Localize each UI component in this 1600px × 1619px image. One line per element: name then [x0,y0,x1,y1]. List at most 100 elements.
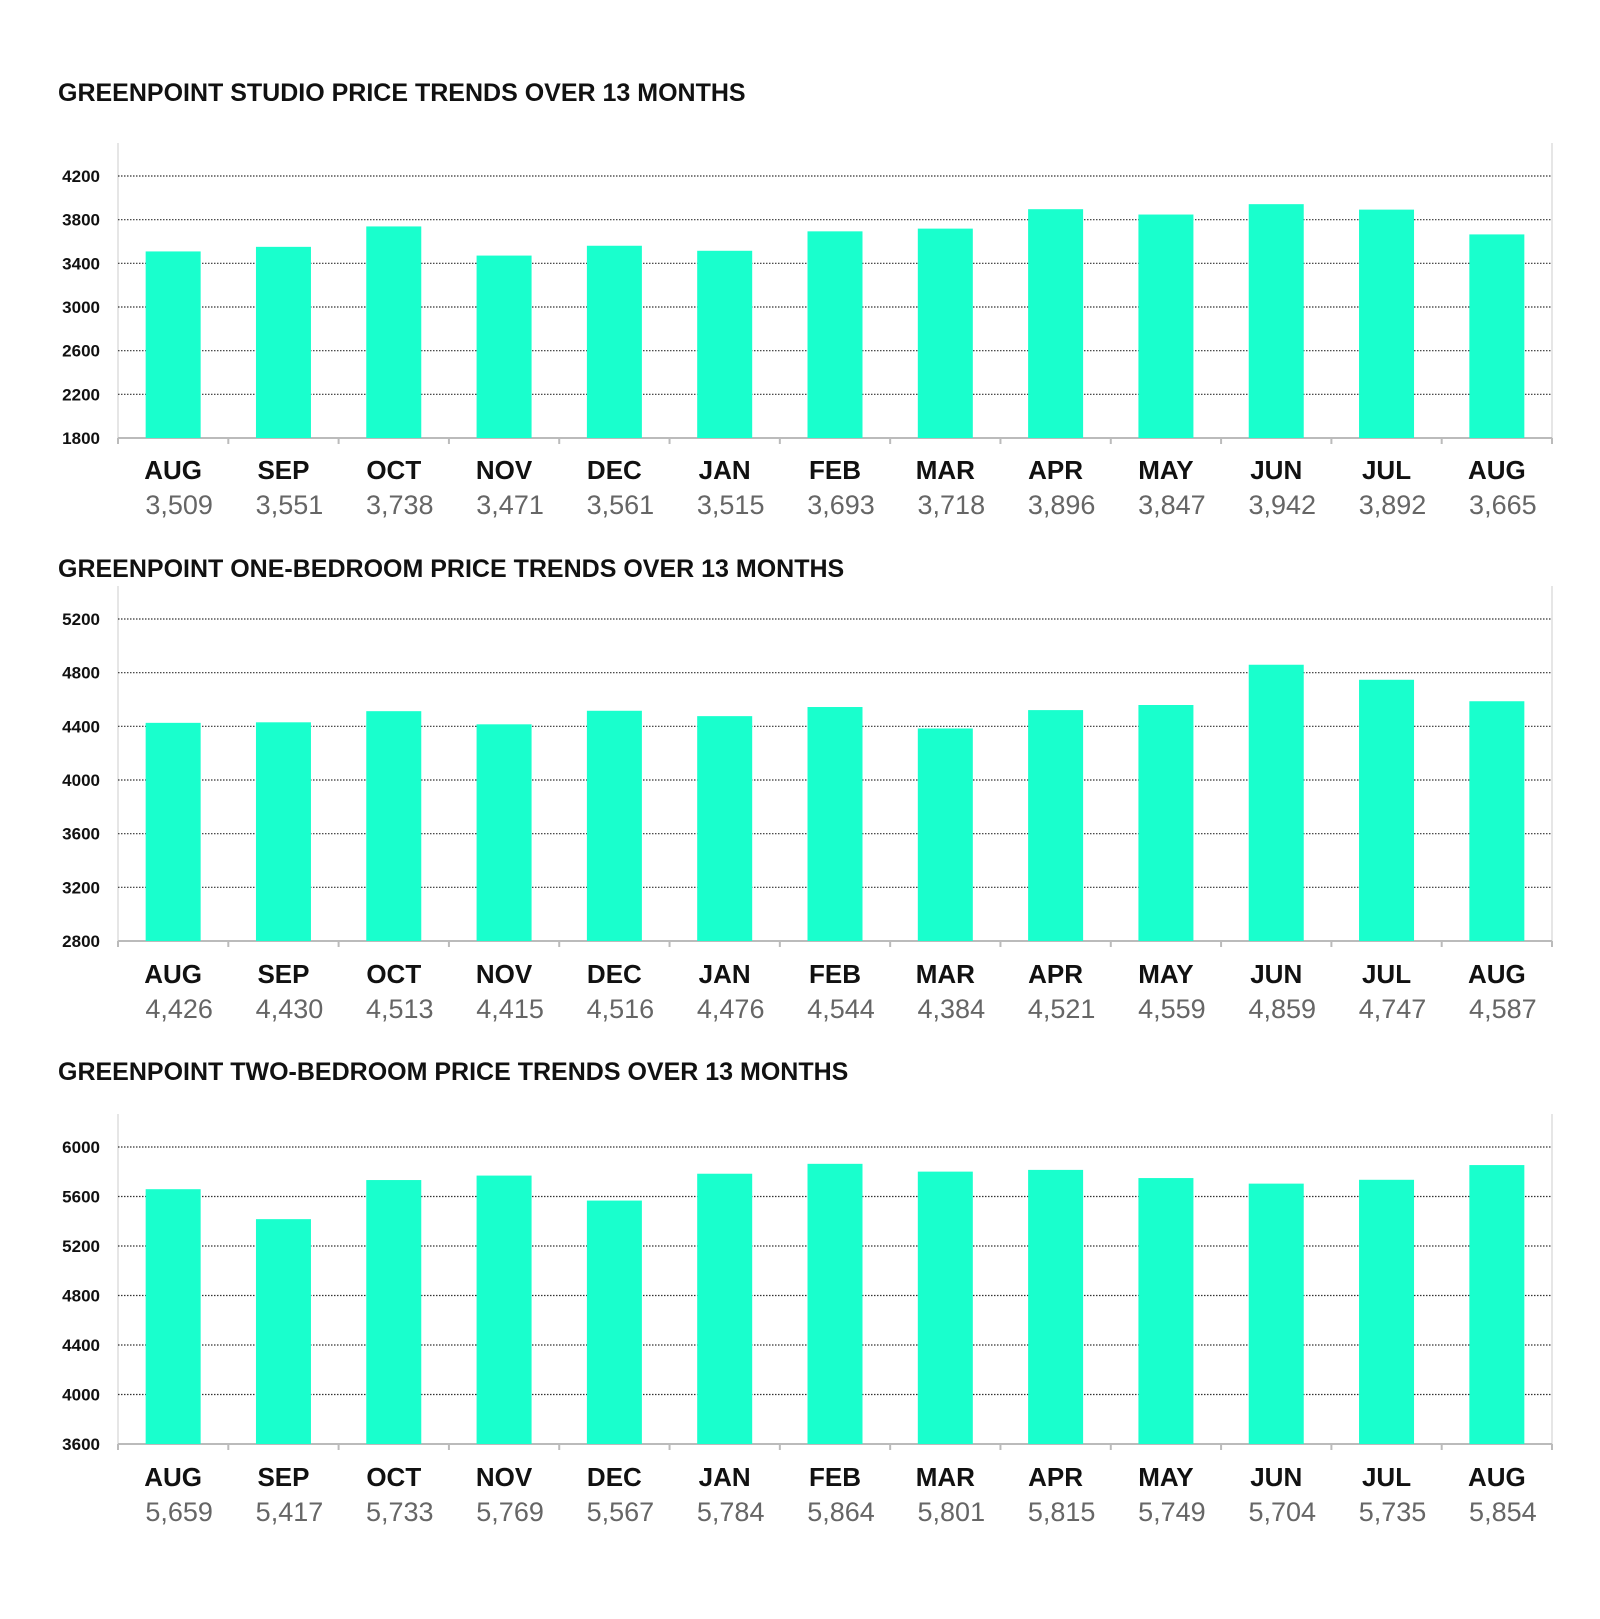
y-tick-label: 5200 [62,610,100,629]
y-tick-label: 4000 [62,1386,100,1405]
value-label: 3,515 [697,490,765,520]
bar-aug [145,1189,201,1444]
category-label: NOV [476,1462,533,1492]
category-label: MAY [1138,1462,1193,1492]
value-label: 3,942 [1248,490,1316,520]
bar-nov [476,255,532,438]
bar-jul [1359,209,1415,438]
chart-title: GREENPOINT ONE-BEDROOM PRICE TRENDS OVER… [58,555,844,583]
category-label: MAY [1138,959,1193,989]
value-label: 5,733 [366,1497,434,1527]
bar-apr [1028,1169,1084,1444]
value-label: 3,738 [366,490,434,520]
category-label: JAN [699,959,751,989]
category-label: DEC [587,455,642,485]
y-tick-label: 4000 [62,771,100,790]
bar-jun [1248,664,1304,941]
category-label: JUN [1250,1462,1302,1492]
y-tick-label: 4800 [62,664,100,683]
y-tick-label: 3000 [62,298,100,317]
category-label: OCT [366,455,421,485]
y-tick-label: 3600 [62,825,100,844]
bar-aug [145,251,201,438]
y-tick-label: 2600 [62,342,100,361]
category-label: JUL [1362,1462,1411,1492]
value-label: 3,561 [587,490,655,520]
bar-aug [145,722,201,941]
value-label: 3,892 [1359,490,1427,520]
category-label: AUG [1468,455,1526,485]
category-label: OCT [366,959,421,989]
y-tick-label: 5200 [62,1237,100,1256]
y-tick-label: 6000 [62,1138,100,1157]
y-tick-label: 3400 [62,254,100,273]
value-label: 5,784 [697,1497,765,1527]
category-label: AUG [1468,959,1526,989]
bar-mar [917,1171,973,1444]
value-label: 4,415 [476,994,544,1024]
bar-dec [586,245,642,438]
y-tick-label: 2200 [62,385,100,404]
category-label: AUG [144,959,202,989]
category-label: MAR [916,959,975,989]
y-tick-label: 4800 [62,1287,100,1306]
value-label: 5,815 [1028,1497,1096,1527]
value-label: 3,551 [256,490,324,520]
value-label: 4,559 [1138,994,1206,1024]
y-tick-label: 5600 [62,1188,100,1207]
bar-feb [807,1163,863,1444]
y-tick-label: 3600 [62,1435,100,1454]
category-label: APR [1028,959,1083,989]
value-label: 5,801 [918,1497,986,1527]
chart-3: GREENPOINT TWO-BEDROOM PRICE TRENDS OVER… [58,1058,1553,1527]
bar-feb [807,231,863,438]
category-label: JUN [1250,959,1302,989]
bar-nov [476,724,532,941]
bar-oct [366,1180,422,1444]
value-label: 3,847 [1138,490,1206,520]
category-label: AUG [144,1462,202,1492]
value-label: 4,476 [697,994,765,1024]
y-tick-label: 1800 [62,429,100,448]
category-label: APR [1028,455,1083,485]
bar-sep [255,1219,311,1444]
bar-nov [476,1175,532,1444]
category-label: FEB [809,455,861,485]
category-label: FEB [809,1462,861,1492]
category-label: DEC [587,959,642,989]
bar-jun [1248,1183,1304,1444]
category-label: NOV [476,959,533,989]
bar-may [1138,1178,1194,1444]
category-label: SEP [257,959,309,989]
bar-mar [917,228,973,438]
category-label: AUG [1468,1462,1526,1492]
value-label: 5,854 [1469,1497,1537,1527]
value-label: 4,513 [366,994,434,1024]
bar-apr [1028,209,1084,438]
chart-1: GREENPOINT STUDIO PRICE TRENDS OVER 13 M… [58,79,1553,520]
chart-title: GREENPOINT TWO-BEDROOM PRICE TRENDS OVER… [58,1058,848,1086]
category-label: JAN [699,1462,751,1492]
bar-sep [255,722,311,941]
value-label: 5,769 [476,1497,544,1527]
category-label: APR [1028,1462,1083,1492]
category-label: NOV [476,455,533,485]
value-label: 4,544 [807,994,875,1024]
value-label: 3,693 [807,490,875,520]
category-label: MAR [916,1462,975,1492]
value-label: 5,659 [145,1497,213,1527]
category-label: AUG [144,455,202,485]
bar-jun [1248,204,1304,438]
y-tick-label: 4400 [62,1336,100,1355]
category-label: DEC [587,1462,642,1492]
bar-mar [917,728,973,941]
category-label: SEP [257,455,309,485]
bar-dec [586,1200,642,1444]
category-label: JUN [1250,455,1302,485]
value-label: 3,509 [145,490,213,520]
bar-oct [366,711,422,941]
bar-aug [1469,1165,1525,1444]
value-label: 5,704 [1248,1497,1316,1527]
category-label: JUL [1362,455,1411,485]
value-label: 5,864 [807,1497,875,1527]
